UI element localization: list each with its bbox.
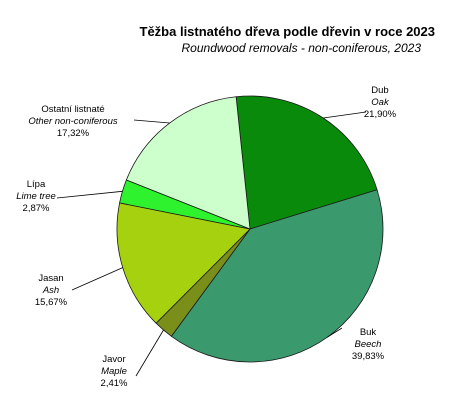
pie-slices [116,95,384,363]
chart-title: Těžba listnatého dřeva podle dřevin v ro… [140,24,436,39]
slice-label-cz: Lípa [27,179,46,190]
slice-value-label: 2,41% [101,378,128,389]
slice-label-en: Other non-coniferous [28,116,117,127]
slice-value-label: 15,67% [35,297,68,308]
slice-label-en: Ash [42,285,59,296]
slice-label-cz: Jasan [38,273,63,284]
slice-label-cz: Ostatní listnaté [41,104,104,115]
slice-label-en: Maple [101,366,127,377]
slice-label-cz: Buk [360,327,377,338]
slice-value-label: 21,90% [364,109,397,120]
slice-value-label: 17,32% [57,128,90,139]
slice-label-cz: Javor [102,354,125,365]
leader-line [323,111,367,119]
leader-line [133,119,170,124]
slice-label-cz: Dub [371,85,388,96]
pie-slice-ash [116,202,251,324]
slice-value-label: 39,83% [352,351,385,362]
slice-value-label: 2,87% [23,203,50,214]
pie-slice-other-non-coniferous [125,96,251,230]
leader-line [71,267,123,291]
slice-label-en: Lime tree [16,191,56,202]
leader-line [56,190,123,199]
chart-subtitle: Roundwood removals - non-coniferous, 202… [182,41,422,55]
leader-line [326,327,343,338]
slice-label-en: Beech [355,339,382,350]
leader-line [135,329,164,377]
slice-label-en: Oak [371,97,390,108]
pie-slice-oak [235,95,378,230]
pie-slice-beech [170,189,384,363]
